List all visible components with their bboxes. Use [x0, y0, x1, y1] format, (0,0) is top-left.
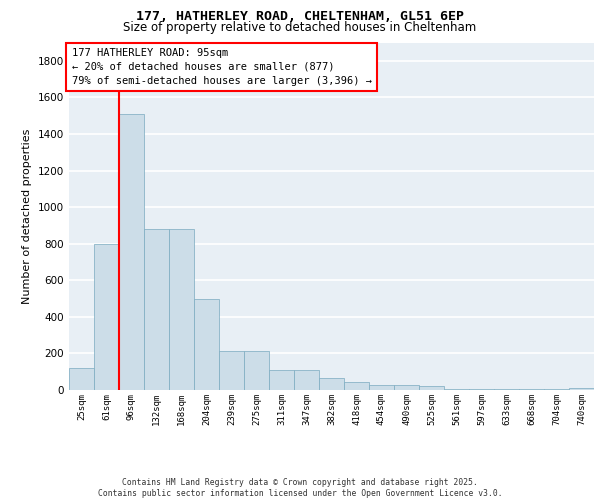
Y-axis label: Number of detached properties: Number of detached properties: [22, 128, 32, 304]
Text: Size of property relative to detached houses in Cheltenham: Size of property relative to detached ho…: [124, 22, 476, 35]
Bar: [544, 389, 569, 390]
Text: 177 HATHERLEY ROAD: 95sqm
← 20% of detached houses are smaller (877)
79% of semi: 177 HATHERLEY ROAD: 95sqm ← 20% of detac…: [71, 48, 371, 86]
Bar: [269, 370, 294, 390]
Bar: [169, 229, 194, 390]
Bar: [494, 389, 519, 390]
Text: Contains HM Land Registry data © Crown copyright and database right 2025.
Contai: Contains HM Land Registry data © Crown c…: [98, 478, 502, 498]
Bar: [469, 389, 494, 390]
Bar: [344, 382, 369, 390]
Bar: [244, 350, 269, 390]
Bar: [419, 386, 444, 390]
Bar: [319, 378, 344, 390]
Bar: [394, 386, 419, 390]
Bar: [119, 114, 144, 390]
Bar: [94, 244, 119, 390]
Bar: [69, 368, 94, 390]
Bar: [144, 229, 169, 390]
Bar: [369, 384, 394, 390]
Bar: [294, 370, 319, 390]
Bar: [569, 388, 594, 390]
Bar: [194, 298, 219, 390]
Bar: [519, 389, 544, 390]
Text: 177, HATHERLEY ROAD, CHELTENHAM, GL51 6EP: 177, HATHERLEY ROAD, CHELTENHAM, GL51 6E…: [136, 10, 464, 23]
Bar: [219, 350, 244, 390]
Bar: [444, 389, 469, 390]
